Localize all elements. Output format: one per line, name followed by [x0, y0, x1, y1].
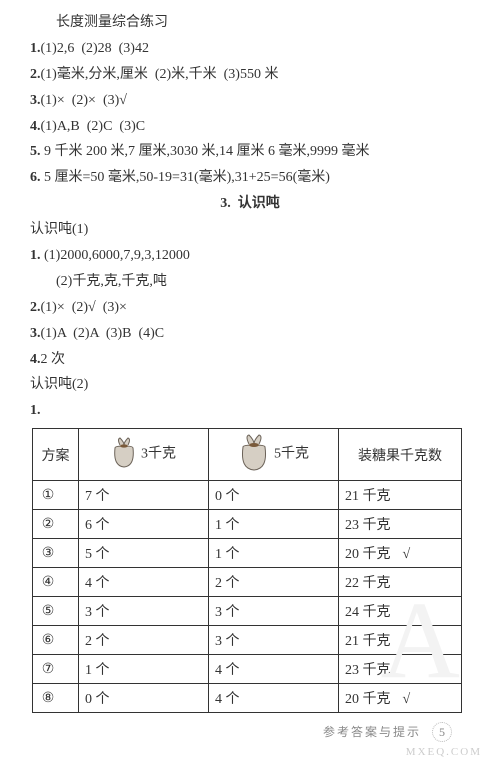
cell-c: 22 千克: [339, 568, 462, 597]
q3: 3.(1)× (2)× (3)√: [30, 88, 470, 114]
s1-q1b: (2)千克,克,千克,吨: [30, 269, 470, 295]
q1: 1.(1)2,6 (2)28 (3)42: [30, 36, 470, 62]
q4: 4.(1)A,B (2)C (3)C: [30, 114, 470, 140]
s1-q2-text: (1)× (2)√ (3)×: [41, 300, 127, 315]
num-5: 5.: [30, 144, 41, 159]
cell-plan: ⑧: [33, 684, 79, 713]
q3-text: (1)× (2)× (3)√: [41, 93, 127, 108]
q5-text: 9 千米 200 米,7 厘米,3030 米,14 厘米 6 毫米,9999 毫…: [41, 144, 370, 159]
s1-q4: 4.2 次: [30, 347, 470, 373]
bag-icon: [238, 433, 270, 476]
num-1b: 1.: [30, 248, 41, 263]
table-row: ⑦1 个4 个23 千克: [33, 655, 462, 684]
cell-c: 21 千克: [339, 626, 462, 655]
s1-q3-text: (1)A (2)A (3)B (4)C: [41, 326, 165, 341]
cell-a: 6 个: [79, 510, 209, 539]
num-4: 4.: [30, 119, 41, 134]
q6-text: 5 厘米=50 毫米,50-19=31(毫米),31+25=56(毫米): [41, 170, 330, 185]
cell-b: 4 个: [209, 684, 339, 713]
cell-plan: ⑥: [33, 626, 79, 655]
cell-plan: ②: [33, 510, 79, 539]
cell-c: 23 千克: [339, 655, 462, 684]
th-5kg: 5千克: [209, 429, 339, 481]
num-1c: 1.: [30, 403, 41, 418]
bag-icon: [111, 436, 137, 473]
num-4b: 4.: [30, 352, 41, 367]
subsection-1: 认识吨(1): [30, 217, 470, 243]
cell-a: 0 个: [79, 684, 209, 713]
s1-q3: 3.(1)A (2)A (3)B (4)C: [30, 321, 470, 347]
table-row: ⑤3 个3 个24 千克: [33, 597, 462, 626]
cell-b: 4 个: [209, 655, 339, 684]
q6: 6. 5 厘米=50 毫米,50-19=31(毫米),31+25=56(毫米): [30, 165, 470, 191]
th-3kg: 3千克: [79, 429, 209, 481]
cell-c: 20 千克√: [339, 539, 462, 568]
table-row: ④4 个2 个22 千克: [33, 568, 462, 597]
cell-a: 3 个: [79, 597, 209, 626]
check-icon: √: [403, 547, 411, 563]
check-icon: √: [403, 692, 411, 708]
table-row: ⑥2 个3 个21 千克: [33, 626, 462, 655]
watermark-site: MXEQ.COM: [406, 746, 482, 758]
q5: 5. 9 千米 200 米,7 厘米,3030 米,14 厘米 6 毫米,999…: [30, 139, 470, 165]
cell-b: 0 个: [209, 481, 339, 510]
q4-text: (1)A,B (2)C (3)C: [41, 119, 146, 134]
footer-text: 参考答案与提示: [323, 725, 421, 739]
cell-plan: ⑦: [33, 655, 79, 684]
table-row: ⑧0 个4 个20 千克√: [33, 684, 462, 713]
cell-c: 21 千克: [339, 481, 462, 510]
q1-text: (1)2,6 (2)28 (3)42: [41, 41, 149, 56]
cell-a: 4 个: [79, 568, 209, 597]
cell-b: 3 个: [209, 597, 339, 626]
cell-b: 3 个: [209, 626, 339, 655]
cell-plan: ④: [33, 568, 79, 597]
th-plan: 方案: [33, 429, 79, 481]
th-total: 装糖果千克数: [339, 429, 462, 481]
candy-table: 方案 3千克 5千克 装糖果千克数 ①7 个0 个21 千克 ②6 个1 个23: [32, 428, 462, 713]
page-number: 5: [432, 722, 452, 742]
num-1: 1.: [30, 41, 41, 56]
cell-b: 1 个: [209, 510, 339, 539]
q2-text: (1)毫米,分米,厘米 (2)米,千米 (3)550 米: [41, 67, 279, 82]
cell-c: 20 千克√: [339, 684, 462, 713]
num-2: 2.: [30, 67, 41, 82]
num-3: 3.: [30, 93, 41, 108]
cell-c: 23 千克: [339, 510, 462, 539]
cell-plan: ①: [33, 481, 79, 510]
s1-q4-text: 2 次: [41, 352, 66, 367]
th-5kg-label: 5千克: [274, 447, 309, 462]
heading-ton: 3. 认识吨: [30, 191, 470, 217]
cell-plan: ⑤: [33, 597, 79, 626]
q2: 2.(1)毫米,分米,厘米 (2)米,千米 (3)550 米: [30, 62, 470, 88]
table-header-row: 方案 3千克 5千克 装糖果千克数: [33, 429, 462, 481]
num-6: 6.: [30, 170, 41, 185]
cell-plan: ③: [33, 539, 79, 568]
table-row: ③5 个1 个20 千克√: [33, 539, 462, 568]
cell-a: 5 个: [79, 539, 209, 568]
s1-q2: 2.(1)× (2)√ (3)×: [30, 295, 470, 321]
subsection-2: 认识吨(2): [30, 372, 470, 398]
s2-q1: 1.: [30, 398, 470, 424]
cell-a: 7 个: [79, 481, 209, 510]
th-3kg-label: 3千克: [141, 447, 176, 462]
s1-q1a: 1. (1)2000,6000,7,9,3,12000: [30, 243, 470, 269]
section-title: 长度测量综合练习: [30, 10, 470, 36]
table-row: ②6 个1 个23 千克: [33, 510, 462, 539]
cell-b: 1 个: [209, 539, 339, 568]
cell-a: 1 个: [79, 655, 209, 684]
cell-c: 24 千克: [339, 597, 462, 626]
table-row: ①7 个0 个21 千克: [33, 481, 462, 510]
cell-a: 2 个: [79, 626, 209, 655]
num-2b: 2.: [30, 300, 41, 315]
s1-q1a-text: (1)2000,6000,7,9,3,12000: [41, 248, 190, 263]
footer: 参考答案与提示 5: [323, 722, 452, 742]
num-3b: 3.: [30, 326, 41, 341]
cell-b: 2 个: [209, 568, 339, 597]
